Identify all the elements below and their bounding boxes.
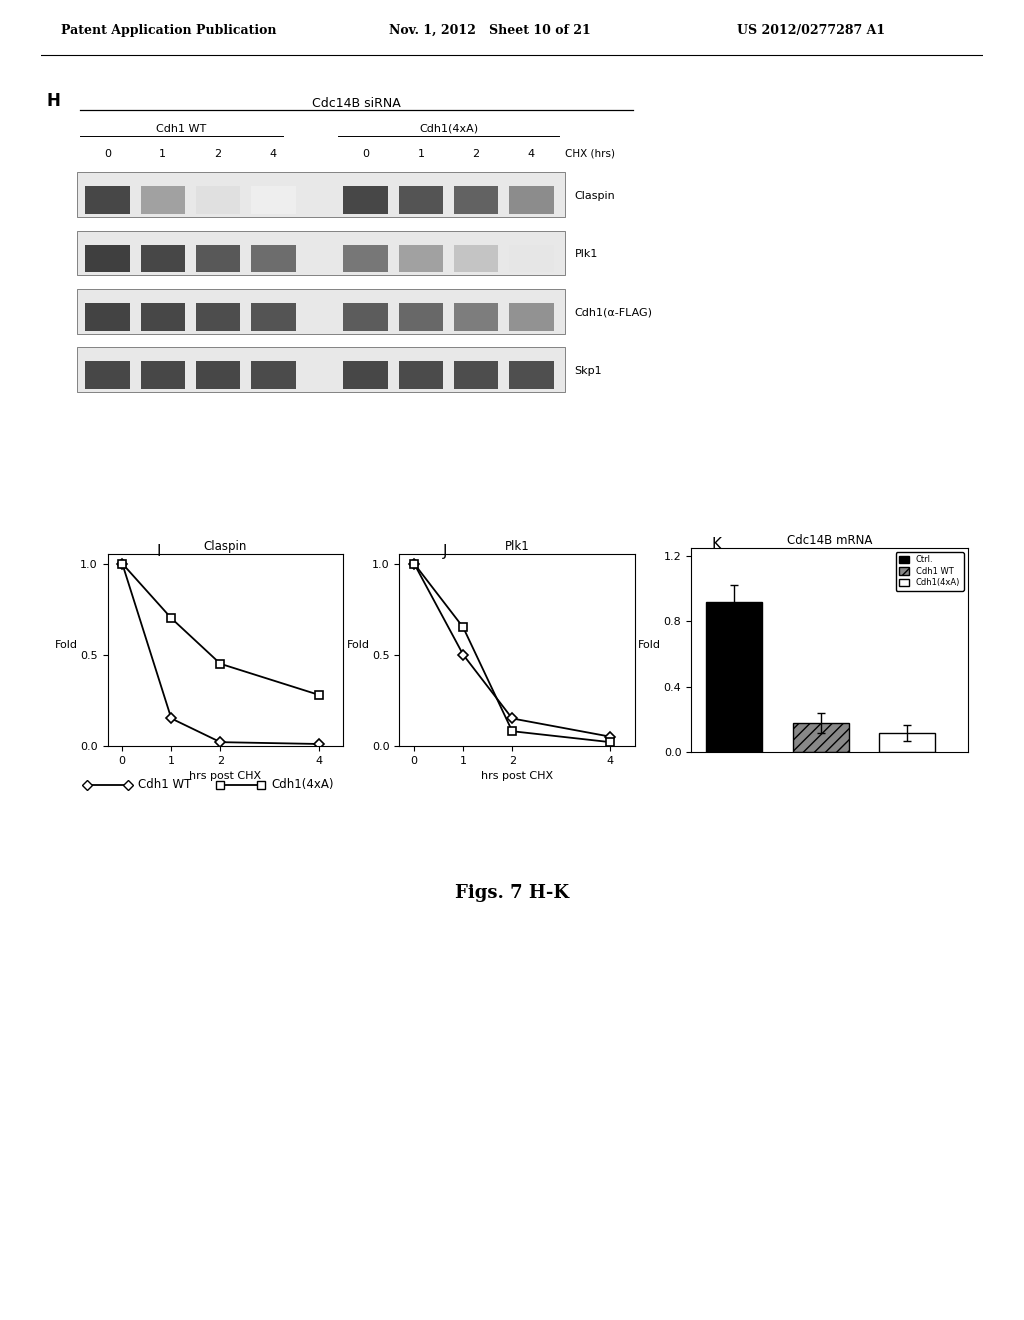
Text: 1: 1 [160, 149, 166, 158]
Bar [77, 231, 565, 276]
Legend: Ctrl., Cdh1 WT, Cdh1(4xA): Ctrl., Cdh1 WT, Cdh1(4xA) [896, 552, 964, 590]
Text: 0: 0 [104, 149, 111, 158]
Bar [77, 289, 565, 334]
Text: Cdc14B siRNA: Cdc14B siRNA [312, 98, 400, 110]
Text: I: I [157, 544, 161, 558]
Bar [196, 244, 241, 272]
Bar [85, 186, 130, 214]
Bar [77, 347, 565, 392]
Bar [454, 304, 499, 330]
Bar [85, 304, 130, 330]
Bar [251, 186, 296, 214]
Bar [196, 304, 241, 330]
Bar [398, 362, 443, 389]
Y-axis label: Fold: Fold [346, 640, 370, 651]
Bar [140, 362, 185, 389]
Bar [707, 602, 763, 752]
Bar [509, 362, 554, 389]
Text: Figs. 7 H-K: Figs. 7 H-K [455, 884, 569, 903]
Bar [196, 362, 241, 389]
Text: Nov. 1, 2012   Sheet 10 of 21: Nov. 1, 2012 Sheet 10 of 21 [389, 24, 591, 37]
Bar [343, 244, 388, 272]
Text: 0: 0 [362, 149, 369, 158]
Text: 4: 4 [528, 149, 535, 158]
Text: 4: 4 [270, 149, 276, 158]
Text: CHX (hrs): CHX (hrs) [565, 149, 615, 158]
Text: Cdh1(4xA): Cdh1(4xA) [419, 124, 478, 133]
Bar [509, 186, 554, 214]
Bar [454, 362, 499, 389]
Bar [398, 186, 443, 214]
Text: J: J [443, 544, 447, 558]
X-axis label: hrs post CHX: hrs post CHX [481, 771, 553, 781]
Text: Cdh1(4xA): Cdh1(4xA) [271, 779, 334, 791]
Text: Claspin: Claspin [574, 191, 615, 201]
Text: Cdh1(α-FLAG): Cdh1(α-FLAG) [574, 308, 652, 317]
Bar [85, 362, 130, 389]
X-axis label: hrs post CHX: hrs post CHX [189, 771, 261, 781]
Title: Plk1: Plk1 [505, 540, 529, 553]
Bar [880, 733, 935, 752]
Bar [140, 304, 185, 330]
Title: Claspin: Claspin [204, 540, 247, 553]
Bar [140, 186, 185, 214]
Bar [343, 362, 388, 389]
Bar [251, 304, 296, 330]
Text: 2: 2 [473, 149, 479, 158]
Bar [343, 186, 388, 214]
Text: Skp1: Skp1 [574, 366, 602, 376]
Text: Patent Application Publication: Patent Application Publication [61, 24, 276, 37]
Bar [251, 244, 296, 272]
Text: K: K [712, 537, 722, 552]
Text: 1: 1 [418, 149, 424, 158]
Bar [77, 172, 565, 216]
Bar [454, 186, 499, 214]
Y-axis label: Fold: Fold [54, 640, 78, 651]
Bar [454, 244, 499, 272]
Text: 2: 2 [215, 149, 221, 158]
Bar [398, 244, 443, 272]
Text: US 2012/0277287 A1: US 2012/0277287 A1 [737, 24, 886, 37]
Bar [398, 304, 443, 330]
Text: Plk1: Plk1 [574, 249, 598, 259]
Bar [343, 304, 388, 330]
Bar [793, 723, 849, 752]
Bar [196, 186, 241, 214]
Text: Cdh1 WT: Cdh1 WT [138, 779, 191, 791]
Bar [140, 244, 185, 272]
Bar [509, 304, 554, 330]
Title: Cdc14B mRNA: Cdc14B mRNA [786, 533, 872, 546]
Bar [509, 244, 554, 272]
Y-axis label: Fold: Fold [638, 640, 662, 651]
Bar [251, 362, 296, 389]
Text: Cdh1 WT: Cdh1 WT [156, 124, 207, 133]
Text: H: H [46, 92, 60, 111]
Bar [85, 244, 130, 272]
